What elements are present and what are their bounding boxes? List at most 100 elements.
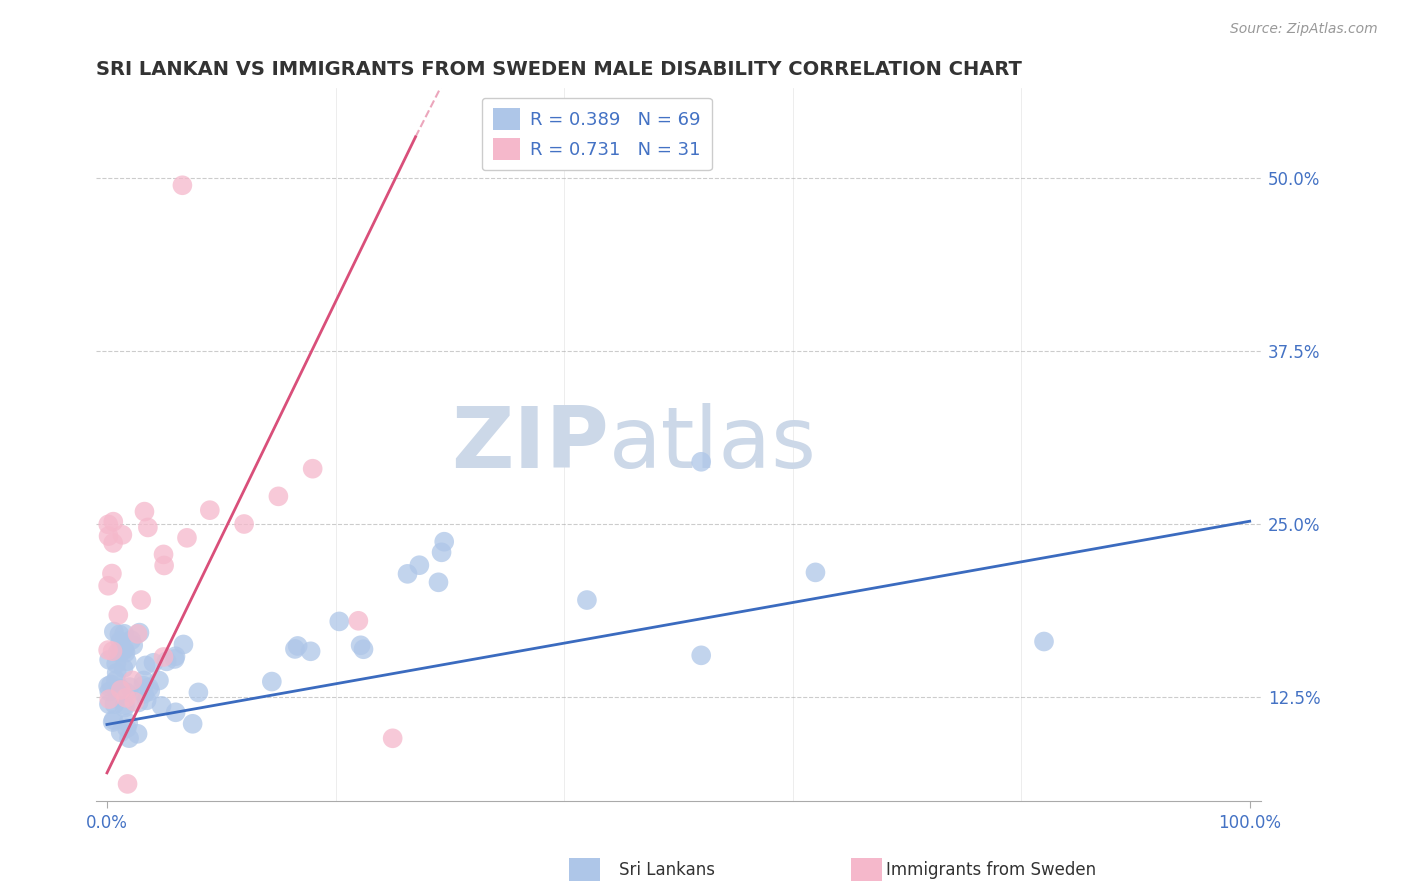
Point [347, 614, 370, 628]
Point [115, 690, 138, 705]
Point [198, 503, 221, 517]
Point [152, 650, 174, 665]
Point [112, 642, 135, 657]
Point [181, 716, 204, 731]
Text: Sri Lankans: Sri Lankans [619, 861, 714, 879]
Point [155, 654, 177, 668]
Point [110, 682, 132, 697]
Point [97, 529, 120, 543]
Point [103, 624, 125, 639]
Point [328, 615, 350, 629]
Point [103, 697, 125, 711]
Point [118, 731, 141, 746]
Point [233, 516, 256, 531]
Point [105, 665, 128, 680]
Point [107, 645, 129, 659]
Point [100, 677, 122, 691]
Point [111, 528, 134, 542]
Point [134, 505, 156, 519]
Point [127, 727, 149, 741]
Point [427, 575, 450, 590]
Text: Source: ZipAtlas.com: Source: ZipAtlas.com [1230, 22, 1378, 37]
Point [124, 695, 146, 709]
Point [112, 627, 135, 641]
Point [114, 698, 136, 712]
Point [138, 681, 160, 695]
Point [148, 673, 170, 688]
Point [120, 633, 142, 648]
Point [104, 673, 127, 688]
Point [97, 679, 120, 693]
Point [353, 642, 375, 657]
Point [284, 642, 307, 657]
Point [108, 634, 131, 648]
Point [163, 652, 186, 666]
Point [153, 558, 176, 573]
Point [98, 692, 121, 706]
Point [117, 716, 139, 731]
Point [165, 649, 187, 664]
Point [136, 520, 159, 534]
Text: SRI LANKAN VS IMMIGRANTS FROM SWEDEN MALE DISABILITY CORRELATION CHART: SRI LANKAN VS IMMIGRANTS FROM SWEDEN MAL… [96, 60, 1021, 78]
Point [101, 644, 124, 658]
Point [430, 545, 453, 559]
Point [117, 777, 139, 791]
Point [112, 661, 135, 675]
Point [108, 627, 131, 641]
Point [114, 646, 136, 660]
Text: atlas: atlas [609, 403, 817, 486]
Point [118, 680, 141, 694]
Point [165, 706, 187, 720]
Point [132, 673, 155, 688]
Text: Immigrants from Sweden: Immigrants from Sweden [886, 861, 1095, 879]
Point [128, 695, 150, 709]
Point [433, 534, 456, 549]
Point [115, 685, 138, 699]
Legend: R = 0.389   N = 69, R = 0.731   N = 31: R = 0.389 N = 69, R = 0.731 N = 31 [482, 97, 711, 170]
Point [299, 644, 322, 658]
Point [301, 461, 323, 475]
Point [142, 656, 165, 670]
Point [122, 638, 145, 652]
Point [135, 658, 157, 673]
Point [135, 693, 157, 707]
Point [1033, 634, 1056, 648]
Point [172, 178, 194, 193]
Point [690, 455, 713, 469]
Point [97, 643, 120, 657]
Point [575, 593, 598, 607]
Point [97, 579, 120, 593]
Point [97, 697, 120, 711]
Point [111, 643, 134, 657]
Point [103, 515, 125, 529]
Point [128, 625, 150, 640]
Point [105, 657, 128, 671]
Point [115, 721, 138, 735]
Point [132, 687, 155, 701]
Point [129, 593, 152, 607]
Point [127, 627, 149, 641]
Point [132, 679, 155, 693]
Point [110, 725, 132, 739]
Point [107, 607, 129, 622]
Point [101, 714, 124, 729]
Point [108, 643, 131, 657]
Point [187, 685, 209, 699]
Point [121, 673, 143, 688]
Point [690, 648, 713, 663]
Point [260, 674, 283, 689]
Point [103, 713, 125, 727]
Point [101, 566, 124, 581]
Point [98, 653, 121, 667]
Point [176, 531, 198, 545]
Point [267, 489, 290, 503]
Point [150, 698, 173, 713]
Point [804, 566, 827, 580]
Point [381, 731, 404, 746]
Text: ZIP: ZIP [451, 403, 609, 486]
Point [101, 536, 124, 550]
Point [408, 558, 430, 573]
Point [396, 566, 419, 581]
Point [172, 637, 194, 651]
Point [152, 548, 174, 562]
